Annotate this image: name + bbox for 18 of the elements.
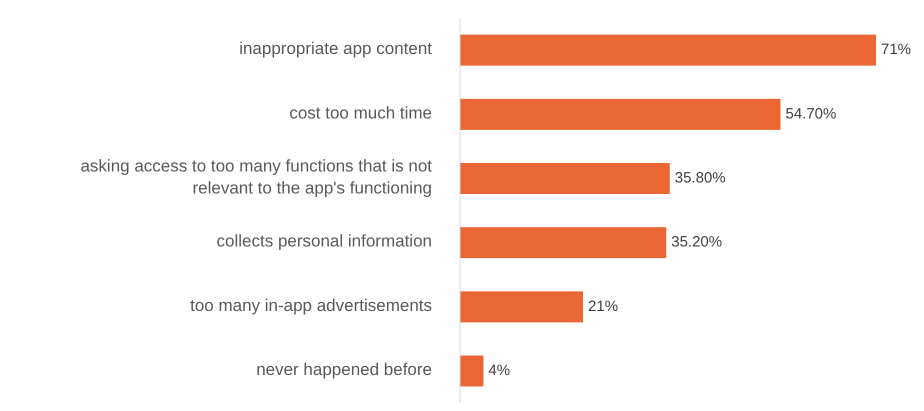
data-label: 35.20%	[671, 234, 722, 251]
bar	[460, 163, 670, 194]
data-label: 35.80%	[674, 169, 726, 186]
y-tick-label: never happened before	[256, 360, 432, 380]
y-tick-label: asking access to too many functions that is not relevant to the app's functioning	[80, 156, 432, 198]
y-tick-label: cost too much time	[289, 104, 432, 123]
bar	[460, 98, 780, 130]
data-label: 4%	[488, 362, 510, 379]
y-tick-label: inappropriate app content	[239, 40, 432, 59]
data-label: 71%	[881, 41, 912, 58]
data-label: 21%	[588, 298, 618, 315]
y-tick-label: too many in-app advertisements	[190, 296, 432, 316]
y-tick-label: collects personal information	[216, 232, 432, 252]
bar	[460, 291, 584, 322]
bar	[460, 227, 666, 258]
data-label: 54.70%	[785, 105, 836, 122]
bar	[460, 34, 876, 66]
bar	[460, 356, 484, 387]
